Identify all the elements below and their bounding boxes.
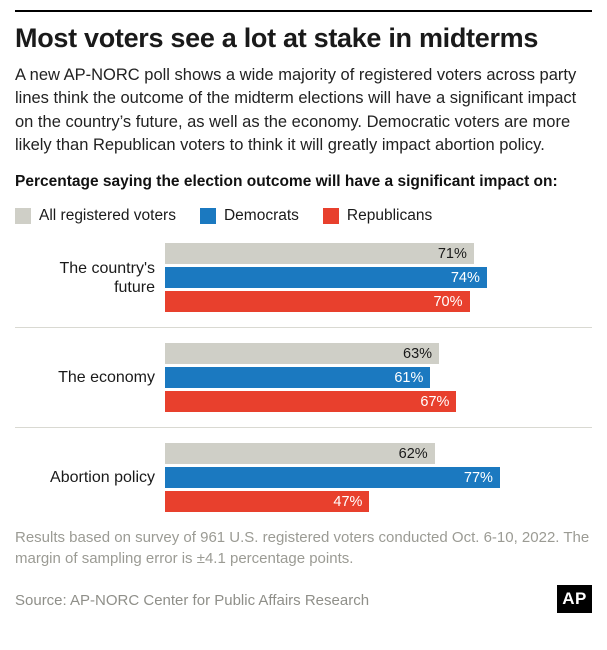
group-divider [15,327,592,329]
bar-value-label: 71% [437,245,467,262]
bar-all-registered-voters: 71% [165,243,474,265]
bar-stack: 62% 77% 47% [165,443,592,513]
chart-group: The country's future 71% 74% 70% [15,243,592,313]
category-label: The country's future [59,259,155,296]
ap-logo: AP [557,584,592,613]
legend-label: All registered voters [39,207,176,225]
ap-graphic: Most voters see a lot at stake in midter… [15,10,592,613]
chart-legend: All registered voters Democrats Republican… [15,207,592,225]
legend-item-republicans: Republicans [322,207,433,225]
chart-description: A new AP-NORC poll shows a wide majority… [15,65,577,154]
bar-republicans: 47% [165,491,370,513]
bar-democrats: 61% [165,367,431,389]
category-label: Abortion policy [50,469,155,487]
chart-group: Abortion policy 62% 77% 47% [15,443,592,513]
methodology-note: Results based on survey of 961 U.S. regi… [15,529,590,568]
source-credit: Source: AP-NORC Center for Public Affair… [15,591,370,609]
bar-value-label: 61% [394,369,424,386]
bar-value-label: 62% [398,445,428,462]
legend-swatch [199,208,216,225]
legend-swatch [322,208,339,225]
bar-republicans: 67% [165,391,457,413]
bar-republicans: 70% [165,291,470,313]
category-label: The economy [58,369,155,387]
chart-heading: Percentage saying the election outcome w… [15,173,558,191]
bar-stack: 71% 74% 70% [165,243,592,313]
legend-item-democrats: Democrats [199,207,299,225]
legend-label: Republicans [346,207,433,225]
group-divider [15,427,592,429]
bar-stack: 63% 61% 67% [165,343,592,413]
bar-value-label: 77% [463,469,493,486]
legend-swatch [15,208,31,225]
bar-value-label: 63% [403,345,433,362]
bar-value-label: 47% [333,493,363,510]
bar-all-registered-voters: 62% [165,443,435,465]
bar-value-label: 74% [450,269,480,286]
bar-all-registered-voters: 63% [165,343,440,365]
bar-democrats: 77% [165,467,500,489]
bar-value-label: 67% [420,393,450,410]
legend-label: Democrats [223,207,299,225]
page-title: Most voters see a lot at stake in midter… [15,23,539,53]
bar-value-label: 70% [433,293,463,310]
chart-group: The economy 63% 61% 67% [15,343,592,413]
source-row: Source: AP-NORC Center for Public Affair… [15,584,592,613]
legend-item-all-registered-voters: All registered voters [15,207,176,225]
bar-democrats: 74% [165,267,487,289]
top-rule [15,10,592,12]
bar-chart: The country's future 71% 74% 70% The economy… [15,243,592,513]
